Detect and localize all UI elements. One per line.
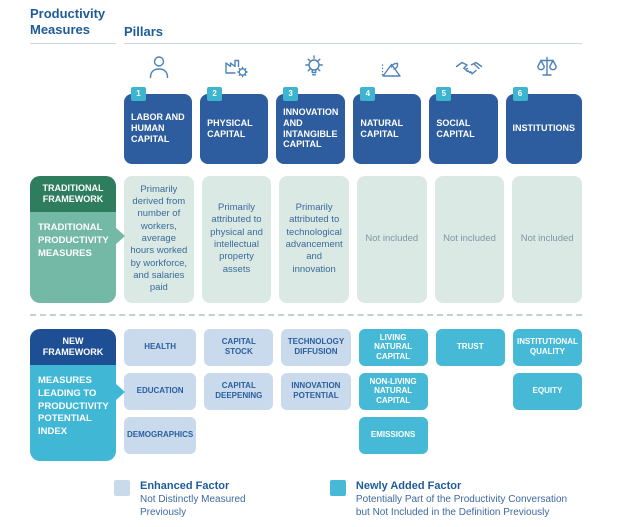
new-column-social: TRUST (435, 328, 505, 461)
traditional-cell-social: Not included (434, 175, 505, 303)
traditional-framework-label: TRADITIONAL FRAMEWORK TRADITIONAL PRODUC… (30, 175, 125, 303)
legend-title: Enhanced Factor (140, 479, 230, 492)
factory-gear-icon (202, 48, 272, 86)
pillar-label: INSTITUTIONS (512, 123, 576, 134)
factor-living-natural-capital: LIVING NATURAL CAPITAL (358, 328, 428, 366)
new-column-physical: CAPITAL STOCK CAPITAL DEEPENING (204, 328, 274, 461)
factor-innovation-potential: INNOVATION POTENTIAL (281, 372, 351, 410)
legend-title: Newly Added Factor (355, 479, 462, 492)
new-framework-body: MEASURES LEADING TO PRODUCTIVITY POTENTI… (30, 365, 116, 461)
legend-newly-added-factor: Newly Added Factor Potentially Part of t… (329, 479, 582, 520)
legend-enhanced-factor: Enhanced Factor Not Distinctly Measured … (114, 479, 282, 520)
factor-equity: EQUITY (512, 372, 582, 410)
dashed-divider (30, 313, 582, 316)
traditional-cell-institutions: Not included (512, 175, 582, 303)
factor-technology-diffusion: TECHNOLOGY DIFFUSION (281, 328, 351, 366)
new-framework-label: NEW FRAMEWORK MEASURES LEADING TO PRODUC… (30, 328, 125, 461)
factor-health: HEALTH (124, 328, 197, 366)
new-column-natural: LIVING NATURAL CAPITAL NON-LIVING NATURA… (358, 328, 428, 461)
nature-icon (357, 48, 427, 86)
productivity-measures-title: Productivity Measures (30, 6, 116, 44)
traditional-framework-header: TRADITIONAL FRAMEWORK (30, 175, 116, 212)
pillar-box-physical-capital: 2 PHYSICAL CAPITAL (200, 86, 269, 164)
pillar-box-social-capital: 5 SOCIAL CAPITAL (429, 86, 498, 164)
new-column-institutions: INSTITUTIONAL QUALITY EQUITY (512, 328, 582, 461)
pillar-label: NATURAL CAPITAL (360, 117, 403, 139)
pillar-number-badge: 2 (207, 86, 223, 101)
newly-added-factor-swatch (329, 479, 346, 496)
pillar-box-natural-capital: 4 NATURAL CAPITAL (353, 86, 422, 164)
new-column-innovation: TECHNOLOGY DIFFUSION INNOVATION POTENTIA… (281, 328, 351, 461)
pillar-header-row: 1 LABOR AND HUMAN CAPITAL 2 PHYSICAL CAP… (30, 86, 582, 164)
scales-icon (512, 48, 582, 86)
pillar-box-innovation-intangible-capital: 3 INNOVATION AND INTANGIBLE CAPITAL (276, 86, 346, 164)
person-icon (124, 48, 194, 86)
factor-capital-stock: CAPITAL STOCK (204, 328, 274, 366)
traditional-cell-natural: Not included (356, 175, 427, 303)
pillar-box-labor-human-capital: 1 LABOR AND HUMAN CAPITAL (124, 86, 193, 164)
legend-description: Not Distinctly Measured Previously (140, 493, 246, 519)
pillar-number-badge: 6 (512, 86, 528, 101)
enhanced-factor-swatch (114, 479, 130, 496)
factor-non-living-natural-capital: NON-LIVING NATURAL CAPITAL (358, 372, 428, 410)
factor-education: EDUCATION (124, 372, 197, 410)
pillar-number-badge: 3 (283, 86, 299, 101)
pillar-label: LABOR AND HUMAN CAPITAL (131, 112, 185, 144)
factor-emissions: EMISSIONS (358, 416, 428, 454)
right-arrow (115, 382, 125, 401)
new-column-labor: HEALTH EDUCATION DEMOGRAPHICS (124, 328, 197, 461)
pillar-label: PHYSICAL CAPITAL (207, 117, 253, 139)
factor-capital-deepening: CAPITAL DEEPENING (204, 372, 274, 410)
pillar-number-badge: 5 (436, 86, 452, 101)
traditional-cell-innovation: Primarily attributed to technological ad… (279, 175, 349, 303)
pillar-number-badge: 4 (360, 86, 376, 101)
traditional-framework-row: TRADITIONAL FRAMEWORK TRADITIONAL PRODUC… (30, 175, 582, 303)
pillars-title: Pillars (124, 6, 582, 44)
new-framework-row: NEW FRAMEWORK MEASURES LEADING TO PRODUC… (30, 328, 582, 461)
right-arrow (115, 227, 125, 246)
factor-institutional-quality: INSTITUTIONAL QUALITY (512, 328, 582, 366)
legend: Enhanced Factor Not Distinctly Measured … (30, 479, 582, 520)
traditional-cell-labor: Primarily derived from number of workers… (124, 175, 194, 303)
header-row: Productivity Measures Pillars (30, 6, 582, 44)
traditional-cell-physical: Primarily attributed to physical and int… (201, 175, 272, 303)
pillar-label: SOCIAL CAPITAL (436, 117, 475, 139)
traditional-framework-body: TRADITIONAL PRODUCTIVITY MEASURES (30, 212, 116, 303)
handshake-icon (435, 48, 505, 86)
lightbulb-icon (279, 48, 349, 86)
pillar-icons-row (30, 48, 582, 86)
factor-demographics: DEMOGRAPHICS (124, 416, 197, 454)
pillar-number-badge: 1 (131, 86, 146, 101)
new-framework-header: NEW FRAMEWORK (30, 328, 116, 365)
factor-trust: TRUST (435, 328, 505, 366)
legend-description: Potentially Part of the Productivity Con… (355, 493, 568, 519)
pillar-box-institutions: 6 INSTITUTIONS (505, 86, 582, 164)
pillar-label: INNOVATION AND INTANGIBLE CAPITAL (283, 106, 339, 150)
